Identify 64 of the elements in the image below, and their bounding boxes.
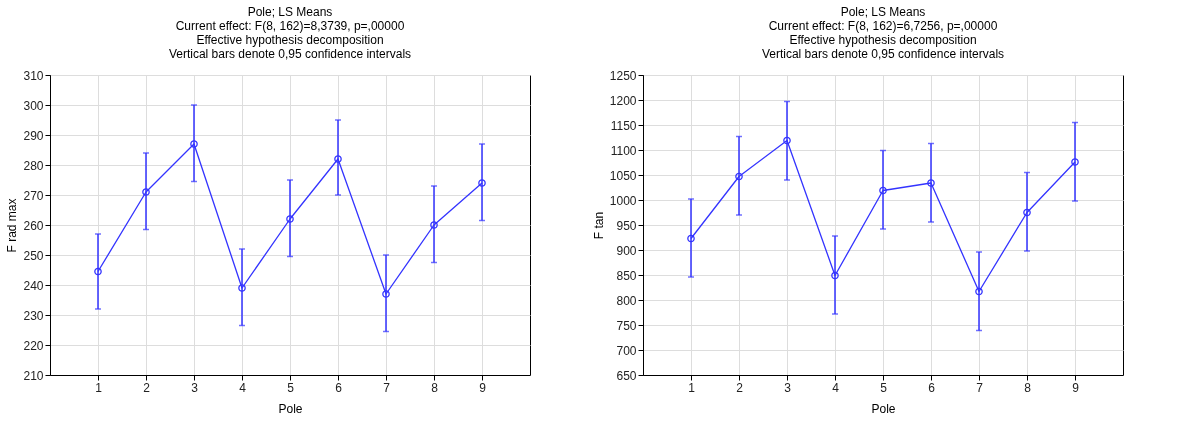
x-tick-label: 5 xyxy=(287,380,295,395)
point xyxy=(831,271,839,280)
y-tick-label: 300 xyxy=(23,98,44,113)
point xyxy=(783,136,791,145)
x-tick-label: 9 xyxy=(1072,380,1080,395)
x-tick-label: 1 xyxy=(95,380,103,395)
x-tick-label: 3 xyxy=(191,380,199,395)
point xyxy=(238,284,246,292)
y-tick-label: 1000 xyxy=(609,193,637,208)
x-tick-label: 8 xyxy=(1024,380,1032,395)
y-tick-label: 290 xyxy=(23,128,44,143)
y-tick-label: 250 xyxy=(23,248,44,263)
y-tick-label: 260 xyxy=(23,218,44,233)
y-tick-label: 1050 xyxy=(609,168,637,183)
x-axis-title: Pole xyxy=(871,401,896,416)
y-tick-label: 210 xyxy=(23,368,44,383)
x-tick-label: 2 xyxy=(736,380,744,395)
y-tick-label: 850 xyxy=(616,268,637,283)
y-tick-label: 950 xyxy=(616,218,637,233)
y-tick-label: 280 xyxy=(23,158,44,173)
point xyxy=(975,287,983,296)
point xyxy=(1023,208,1031,217)
x-tick-label: 1 xyxy=(688,380,696,395)
y-tick-label: 230 xyxy=(23,308,44,323)
y-tick-label: 900 xyxy=(616,243,637,258)
point xyxy=(927,179,935,187)
y-tick-label: 1150 xyxy=(610,118,637,133)
x-tick-label: 2 xyxy=(143,380,151,395)
x-tick-label: 6 xyxy=(928,380,936,395)
y-tick-label: 270 xyxy=(23,188,44,203)
y-axis-title: F tan xyxy=(591,211,606,240)
y-tick-label: 700 xyxy=(616,343,637,358)
y-tick-label: 800 xyxy=(616,293,637,308)
x-tick-label: 9 xyxy=(479,380,487,395)
point xyxy=(334,155,342,163)
y-tick-label: 650 xyxy=(616,368,637,383)
x-tick-label: 6 xyxy=(335,380,343,395)
point xyxy=(382,290,390,298)
x-tick-label: 3 xyxy=(784,380,792,395)
chart-title: Pole; LS Means xyxy=(247,5,333,19)
point xyxy=(142,188,150,196)
chart-title: Pole; LS Means xyxy=(840,5,926,19)
point xyxy=(430,221,438,229)
x-tick-label: 8 xyxy=(431,380,439,395)
x-tick-label: 7 xyxy=(383,380,391,395)
y-tick-label: 220 xyxy=(23,338,44,353)
y-tick-label: 1100 xyxy=(610,143,637,158)
chart-subtitle: Current effect: F(8, 162)=8,3739, p=,00000 Effective hypothesis decomposition Vertical bars denote 0,95 confidence intervals xyxy=(168,19,412,61)
chart-subtitle: Current effect: F(8, 162)=6,7256, p=,00000 Effective hypothesis decomposition Vertical bars denote 0,95 confidence intervals xyxy=(761,19,1005,61)
x-tick-label: 4 xyxy=(239,380,247,395)
y-tick-label: 1200 xyxy=(609,93,637,108)
point xyxy=(190,140,198,148)
y-tick-label: 240 xyxy=(23,278,44,293)
y-axis-title: F rad max xyxy=(5,198,20,253)
y-tick-label: 1250 xyxy=(609,68,637,83)
y-tick-label: 750 xyxy=(616,318,637,333)
point xyxy=(735,172,743,181)
x-tick-label: 7 xyxy=(976,380,984,395)
y-tick-label: 310 xyxy=(23,68,44,83)
point xyxy=(879,186,887,195)
point xyxy=(286,215,294,223)
x-axis-title: Pole xyxy=(278,401,303,416)
x-tick-label: 4 xyxy=(832,380,840,395)
x-tick-label: 5 xyxy=(880,380,888,395)
